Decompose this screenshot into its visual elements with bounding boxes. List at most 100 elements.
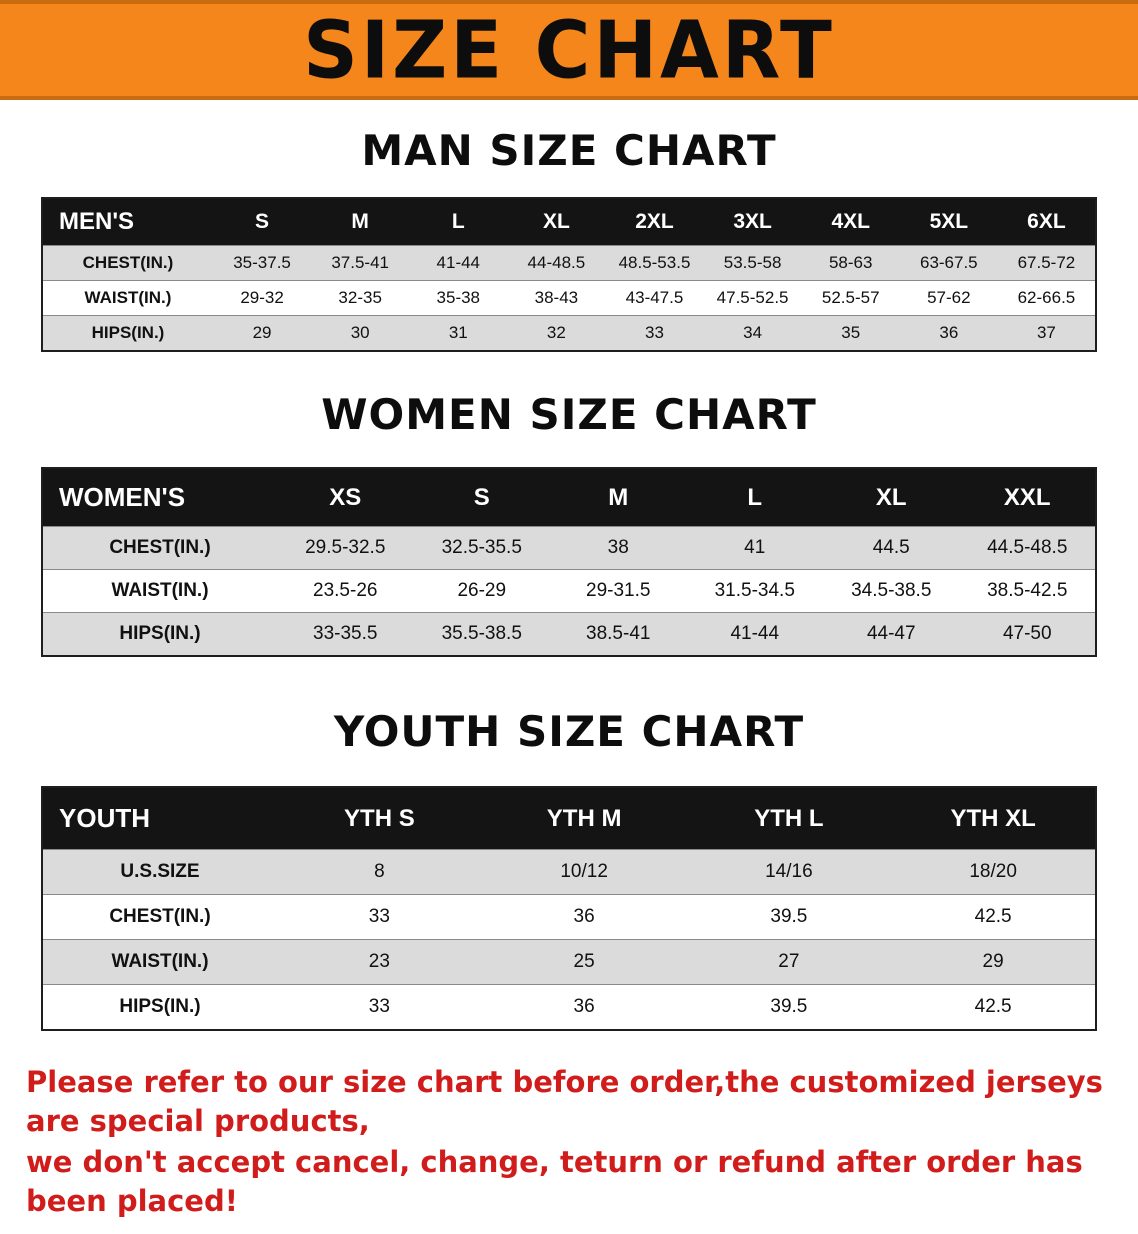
table-header-row: MEN'S S M L XL 2XL 3XL 4XL 5XL 6XL: [42, 198, 1096, 246]
table-corner-label: WOMEN'S: [42, 468, 277, 527]
size-value-cell: 35-38: [436, 288, 481, 307]
youth-size-table: YOUTH YTH S YTH M YTH L YTH XL U.S.SIZE 8 10/12…: [41, 786, 1097, 1031]
size-value-cell: 14/16: [765, 861, 813, 882]
size-value-cell: 57-62: [927, 288, 971, 307]
size-column-header: XL: [507, 198, 606, 246]
row-label: CHEST(IN.): [109, 906, 211, 927]
order-notice: Please refer to our size chart before or…: [0, 1063, 1138, 1222]
size-value-cell: 38.5-41: [586, 623, 651, 644]
size-value-cell: 38-43: [534, 288, 579, 307]
size-chart-banner: SIZE CHART: [0, 0, 1138, 100]
men-size-table: MEN'S S M L XL 2XL 3XL 4XL 5XL 6XL CHEST(IN.) 35-37…: [41, 197, 1097, 352]
table-row: WAIST(IN.) 29-32 32-35 35-38 38-43 43-47.5 47.…: [42, 280, 1096, 316]
size-column-header: L: [409, 198, 508, 246]
size-value-cell: 33: [368, 906, 390, 927]
size-value-cell: 44-48.5: [527, 253, 586, 272]
table-corner-label: YOUTH: [42, 787, 277, 850]
women-section-heading: WOMEN SIZE CHART: [321, 390, 817, 439]
size-value-cell: 29: [252, 323, 272, 342]
size-value-cell: 44.5-48.5: [987, 537, 1068, 558]
size-value-cell: 25: [573, 951, 595, 972]
table-header-row: WOMEN'S XS S M L XL XXL: [42, 468, 1096, 527]
table-row: HIPS(IN.) 33-35.5 35.5-38.5 38.5-41 41-44 44-…: [42, 612, 1096, 656]
size-column-header: XS: [277, 468, 414, 527]
row-label: U.S.SIZE: [120, 861, 200, 882]
size-value-cell: 63-67.5: [919, 253, 978, 272]
size-value-cell: 62-66.5: [1017, 288, 1076, 307]
size-value-cell: 41-44: [436, 253, 481, 272]
size-value-cell: 36: [573, 996, 595, 1017]
women-size-table: WOMEN'S XS S M L XL XXL CHEST(IN.) 29.5-32.5 32.5…: [41, 467, 1097, 657]
row-label: WAIST(IN.): [84, 288, 172, 307]
size-value-cell: 35.5-38.5: [441, 623, 522, 644]
row-label: HIPS(IN.): [119, 996, 201, 1017]
row-label: HIPS(IN.): [91, 323, 165, 342]
size-value-cell: 30: [350, 323, 370, 342]
size-value-cell: 18/20: [969, 861, 1017, 882]
row-label: HIPS(IN.): [119, 623, 201, 644]
size-value-cell: 47.5-52.5: [716, 288, 789, 307]
size-column-header: XXL: [959, 468, 1096, 527]
size-column-header: L: [686, 468, 823, 527]
size-column-header: M: [311, 198, 410, 246]
size-value-cell: 37: [1036, 323, 1056, 342]
size-value-cell: 10/12: [560, 861, 608, 882]
size-column-header: 6XL: [997, 198, 1096, 246]
size-value-cell: 43-47.5: [625, 288, 684, 307]
table-row: U.S.SIZE 8 10/12 14/16 18/20: [42, 849, 1096, 895]
size-value-cell: 33-35.5: [313, 623, 378, 644]
size-value-cell: 32: [546, 323, 566, 342]
row-label: CHEST(IN.): [82, 253, 174, 272]
size-value-cell: 32.5-35.5: [441, 537, 522, 558]
size-column-header: 2XL: [605, 198, 704, 246]
size-value-cell: 38: [607, 537, 629, 558]
size-value-cell: 27: [778, 951, 800, 972]
size-value-cell: 36: [939, 323, 959, 342]
size-column-header: 5XL: [899, 198, 998, 246]
size-value-cell: 44-47: [866, 623, 916, 644]
table-header-row: YOUTH YTH S YTH M YTH L YTH XL: [42, 787, 1096, 850]
youth-size-section: YOUTH SIZE CHART YOUTH YTH S YTH M YTH L YTH…: [0, 657, 1138, 1031]
size-column-header: 3XL: [703, 198, 802, 246]
women-size-section: WOMEN SIZE CHART WOMEN'S XS S M L XL XXL CHEST(…: [0, 352, 1138, 657]
size-value-cell: 53.5-58: [723, 253, 782, 272]
size-value-cell: 38.5-42.5: [987, 580, 1068, 601]
table-row: WAIST(IN.) 23.5-26 26-29 29-31.5 31.5-34.5 34…: [42, 569, 1096, 613]
size-column-header: 4XL: [801, 198, 900, 246]
youth-section-heading: YOUTH SIZE CHART: [333, 707, 805, 756]
row-label: WAIST(IN.): [111, 580, 209, 601]
size-value-cell: 29-31.5: [586, 580, 651, 601]
size-value-cell: 42.5: [974, 996, 1012, 1017]
table-row: CHEST(IN.) 29.5-32.5 32.5-35.5 38 41 44.5 44.5…: [42, 526, 1096, 570]
table-corner-label: MEN'S: [42, 198, 213, 246]
size-column-header: S: [413, 468, 550, 527]
size-column-header: S: [213, 198, 312, 246]
size-value-cell: 67.5-72: [1017, 253, 1076, 272]
size-value-cell: 35-37.5: [233, 253, 291, 272]
size-value-cell: 31.5-34.5: [714, 580, 795, 601]
size-value-cell: 32-35: [338, 288, 382, 307]
size-column-header: YTH S: [277, 787, 482, 850]
size-column-header: M: [550, 468, 687, 527]
size-value-cell: 41-44: [730, 623, 780, 644]
size-value-cell: 39.5: [770, 906, 808, 927]
row-label: WAIST(IN.): [111, 951, 209, 972]
table-row: HIPS(IN.) 29 30 31 32 33 34 35 36 37: [42, 315, 1096, 351]
size-value-cell: 23.5-26: [313, 580, 378, 601]
size-value-cell: 33: [645, 323, 664, 342]
size-column-header: YTH L: [686, 787, 892, 850]
table-row: HIPS(IN.) 33 36 39.5 42.5: [42, 984, 1096, 1030]
notice-line-1: Please refer to our size chart before or…: [26, 1065, 1103, 1139]
size-value-cell: 42.5: [974, 906, 1012, 927]
size-value-cell: 33: [368, 996, 390, 1017]
size-value-cell: 26-29: [457, 580, 507, 601]
size-value-cell: 29-32: [240, 288, 284, 307]
size-column-header: YTH XL: [891, 787, 1096, 850]
row-label: CHEST(IN.): [109, 537, 211, 558]
men-section-heading: MAN SIZE CHART: [361, 126, 777, 175]
size-value-cell: 48.5-53.5: [618, 253, 691, 272]
size-value-cell: 41: [744, 537, 766, 558]
table-row: WAIST(IN.) 23 25 27 29: [42, 939, 1096, 985]
size-value-cell: 31: [448, 323, 468, 342]
